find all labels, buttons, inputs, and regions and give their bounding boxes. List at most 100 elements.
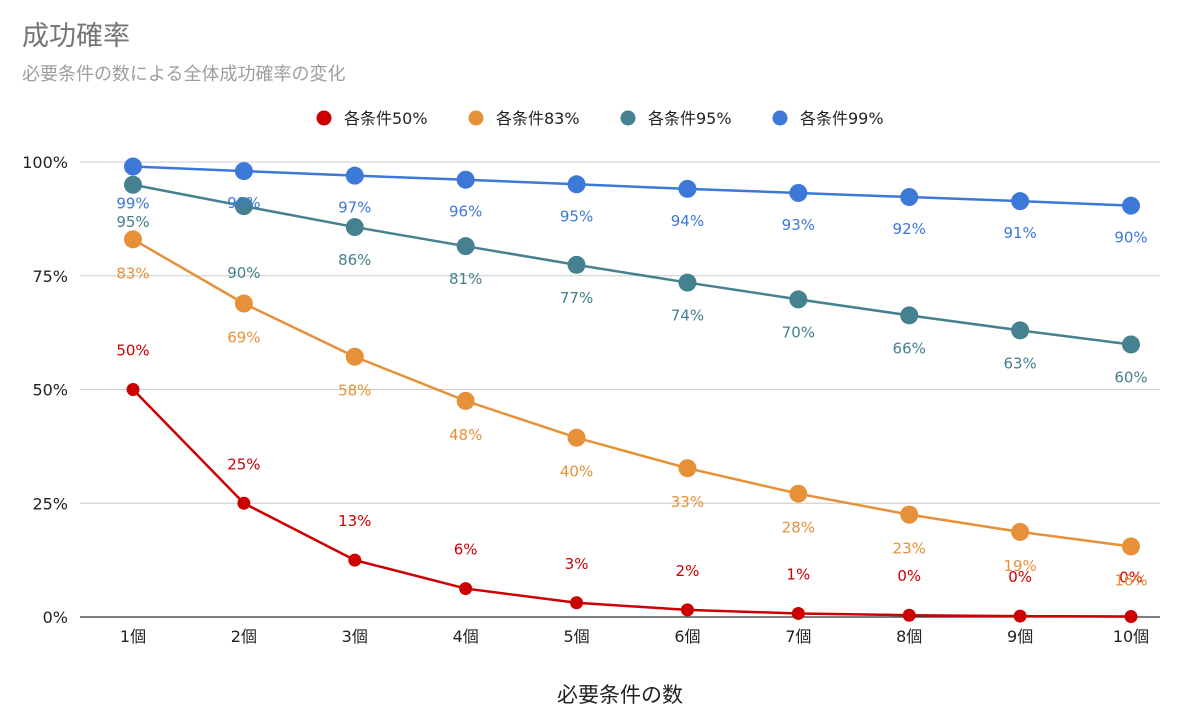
- x-tick-label: 5個: [563, 627, 589, 646]
- data-point: [124, 157, 142, 176]
- series-line: [132, 165, 1132, 207]
- data-point: [570, 596, 584, 610]
- data-point: [789, 484, 808, 503]
- x-tick-label: 1個: [120, 627, 146, 646]
- data-label: 96%: [449, 203, 482, 221]
- data-point: [348, 553, 362, 567]
- data-label: 90%: [1114, 229, 1147, 247]
- data-point: [900, 505, 919, 524]
- data-label: 81%: [449, 270, 482, 288]
- data-label: 23%: [893, 540, 926, 558]
- legend-marker: [772, 110, 788, 126]
- legend-label: 各条件50%: [344, 109, 428, 128]
- data-label: 66%: [893, 339, 926, 357]
- data-point: [680, 603, 694, 617]
- data-label: 60%: [1114, 368, 1147, 386]
- data-point: [234, 294, 253, 313]
- data-label: 0%: [1119, 569, 1143, 587]
- data-point: [1122, 335, 1140, 354]
- series-line: [132, 183, 1132, 346]
- data-label: 13%: [338, 512, 371, 530]
- series-line: [132, 388, 1132, 618]
- data-label: 93%: [782, 216, 815, 234]
- data-label: 91%: [1003, 224, 1036, 242]
- data-label: 74%: [671, 307, 704, 325]
- data-point: [1122, 537, 1140, 556]
- data-point: [1011, 321, 1030, 340]
- data-label: 1%: [786, 565, 810, 583]
- x-tick-label: 9個: [1007, 627, 1033, 646]
- data-label: 48%: [449, 426, 482, 444]
- data-label: 50%: [116, 342, 149, 360]
- data-point: [456, 237, 475, 256]
- data-point: [678, 273, 697, 292]
- data-label: 70%: [782, 323, 815, 341]
- data-label: 98%: [227, 194, 260, 212]
- y-tick-label: 100%: [22, 153, 68, 172]
- x-tick-label: 6個: [674, 627, 700, 646]
- x-tick-label: 4個: [453, 627, 479, 646]
- x-tick-label: 8個: [896, 627, 922, 646]
- data-point: [678, 179, 697, 198]
- legend-marker: [468, 110, 484, 126]
- data-point: [1124, 610, 1138, 624]
- data-point: [234, 197, 253, 216]
- data-label: 33%: [671, 493, 704, 511]
- data-point: [900, 306, 919, 325]
- y-tick-label: 0%: [43, 608, 68, 627]
- data-label: 92%: [893, 220, 926, 238]
- data-label: 0%: [897, 567, 921, 585]
- chart-title: 成功確率: [22, 21, 130, 52]
- series-line: [132, 238, 1132, 548]
- data-point: [345, 347, 364, 366]
- y-tick-label: 25%: [32, 494, 68, 513]
- data-point: [124, 175, 142, 194]
- data-point: [126, 383, 140, 396]
- data-point: [1013, 609, 1027, 623]
- data-label: 90%: [227, 264, 260, 282]
- data-label: 83%: [116, 264, 149, 282]
- data-label: 3%: [565, 555, 589, 573]
- data-point: [234, 162, 253, 181]
- legend-label: 各条件99%: [800, 109, 884, 128]
- data-point: [459, 582, 473, 596]
- x-tick-label: 7個: [785, 627, 811, 646]
- y-tick-label: 50%: [32, 381, 68, 400]
- data-point: [124, 230, 142, 249]
- data-label: 95%: [116, 213, 149, 231]
- data-point: [456, 170, 475, 189]
- data-point: [789, 290, 808, 309]
- data-label: 69%: [227, 329, 260, 347]
- data-label: 58%: [338, 382, 371, 400]
- data-point: [567, 175, 586, 194]
- legend-label: 各条件95%: [648, 109, 732, 128]
- data-label: 0%: [1008, 568, 1032, 586]
- legend-marker: [316, 110, 332, 126]
- x-tick-label: 3個: [342, 627, 368, 646]
- legend-label: 各条件83%: [496, 109, 580, 128]
- data-point: [1011, 192, 1030, 211]
- data-point: [678, 459, 697, 478]
- data-label: 86%: [338, 251, 371, 269]
- data-label: 16%: [1114, 571, 1147, 589]
- y-tick-label: 75%: [32, 267, 68, 286]
- chart-subtitle: 必要条件の数による全体成功確率の変化: [22, 64, 346, 85]
- data-point: [456, 391, 475, 410]
- data-label: 28%: [782, 519, 815, 537]
- data-point: [1122, 196, 1140, 215]
- data-label: 2%: [676, 562, 700, 580]
- data-point: [345, 166, 364, 185]
- data-point: [567, 255, 586, 274]
- data-label: 6%: [454, 541, 478, 559]
- data-label: 19%: [1003, 557, 1036, 575]
- data-point: [1011, 522, 1030, 541]
- data-point: [789, 183, 808, 202]
- data-label: 94%: [671, 212, 704, 230]
- data-label: 77%: [560, 289, 593, 307]
- legend-marker: [620, 110, 636, 126]
- data-point: [345, 218, 364, 237]
- data-point: [900, 188, 919, 207]
- data-label: 40%: [560, 463, 593, 481]
